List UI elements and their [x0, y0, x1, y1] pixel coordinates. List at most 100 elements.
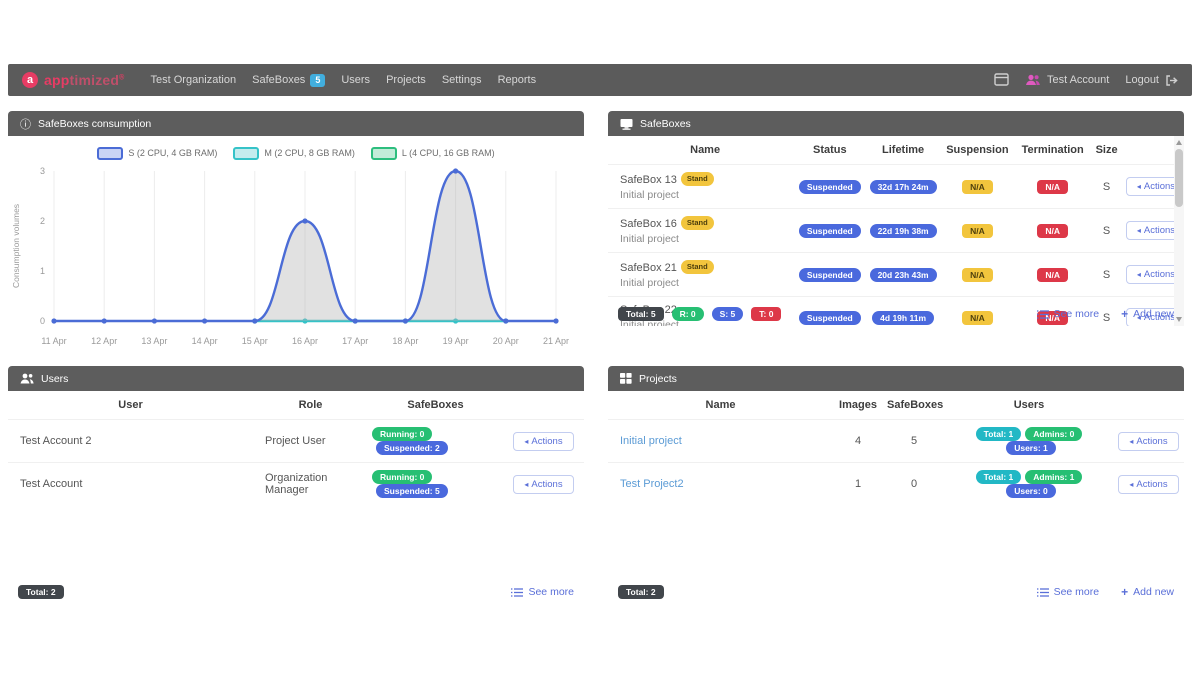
legend-item-m[interactable]: M (2 CPU, 8 GB RAM) — [233, 146, 355, 160]
badge-admins-0: Admins: 0 — [1025, 427, 1083, 441]
safebox-name: SafeBox 16 — [620, 218, 677, 230]
legend-swatch — [233, 146, 260, 160]
safebox-project: Initial project — [620, 189, 679, 201]
users-total-badges: Total: 2 — [18, 585, 64, 599]
user-name: Test Account 2 — [8, 419, 253, 463]
nav-item-projects[interactable]: Projects — [386, 74, 426, 86]
column-header-actions — [1113, 391, 1184, 420]
safeboxes-add-new-link[interactable]: + Add new — [1121, 307, 1174, 321]
nav-right: Test Account Logout — [994, 71, 1178, 89]
badge-4d-19h-11m: 4d 19h 11m — [872, 310, 935, 325]
column-header-suspension: Suspension — [946, 144, 1009, 156]
user-row: Test Account Organization Manager Runnin… — [8, 462, 584, 505]
safeboxes-consumption-panel: ⓘ SafeBoxes consumption S (2 CPU, 4 GB R… — [8, 111, 584, 348]
user-actions-button[interactable]: ◂ Actions — [513, 431, 574, 451]
account-menu[interactable]: Test Account — [1025, 74, 1109, 86]
safeboxes-count-badge: 5 — [310, 73, 326, 87]
badge-s-5: S: 5 — [711, 307, 744, 321]
project-actions-button[interactable]: ◂ Actions — [1118, 474, 1179, 494]
users-table-header-row: User Role SafeBoxes — [8, 391, 584, 420]
account-label: Test Account — [1046, 74, 1110, 86]
nav-item-users[interactable]: Users — [341, 74, 371, 86]
badge-total-2: Total: 2 — [618, 585, 664, 599]
scroll-up-arrow[interactable] — [1176, 140, 1182, 145]
projects-panel-title: Projects — [639, 372, 677, 385]
badge-suspended-2: Suspended: 2 — [376, 441, 448, 455]
top-navbar: a apptimized® Test Organization SafeBoxes… — [8, 64, 1192, 96]
projects-table: Name Images SafeBoxes Users Initial project… — [608, 391, 1184, 505]
project-safeboxes-count: 5 — [883, 419, 945, 463]
plus-icon: + — [1121, 585, 1129, 599]
safebox-tag-badge: Stand — [680, 260, 714, 274]
legend-item-l[interactable]: L (4 CPU, 16 GB RAM) — [370, 146, 495, 160]
svg-text:16 Apr: 16 Apr — [292, 336, 318, 346]
calendar-icon[interactable] — [994, 71, 1009, 89]
safeboxes-see-more-link[interactable]: See more — [1036, 308, 1100, 320]
users-panel-header: Users — [8, 366, 584, 391]
users-icon — [20, 373, 34, 385]
safebox-actions-button[interactable]: ◂ Actions — [1125, 265, 1184, 284]
badge-n-a: N/A — [1037, 223, 1068, 238]
column-header-name: Name — [690, 144, 721, 156]
scrollbar-thumb[interactable] — [1175, 149, 1183, 207]
consumption-panel-title: SafeBoxes consumption — [38, 117, 152, 130]
safebox-actions-button[interactable]: ◂ Actions — [1125, 221, 1184, 240]
nav-item-settings[interactable]: Settings — [441, 74, 482, 86]
badge-20d-23h-43m: 20d 23h 43m — [869, 267, 937, 282]
badge-total-5: Total: 5 — [618, 307, 664, 321]
safeboxes-table-viewport: Name Status Lifetime Suspension Termination S… — [608, 136, 1184, 326]
caret-left-icon: ◂ — [1136, 270, 1141, 279]
legend-swatch — [370, 146, 397, 160]
projects-panel-header: Projects — [608, 366, 1184, 391]
nav-item-reports[interactable]: Reports — [497, 74, 537, 86]
project-images-count: 1 — [833, 462, 883, 505]
project-actions-button[interactable]: ◂ Actions — [1118, 431, 1179, 451]
monitor-icon — [620, 117, 633, 130]
svg-text:3: 3 — [40, 166, 45, 176]
nav-item-test-organization[interactable]: Test Organization — [150, 74, 237, 86]
safeboxes-panel-footer: Total: 5 R: 0 S: 5 T: 0 See more + Add new — [608, 302, 1184, 326]
brand-name: apptimized® — [44, 72, 125, 88]
projects-add-new-link[interactable]: + Add new — [1121, 585, 1174, 599]
badge-total-1: Total: 1 — [975, 470, 1022, 484]
users-panel: Users User Role SafeBoxes Test Account 2 P… — [8, 366, 584, 604]
svg-text:Consumption volumes: Consumption volumes — [11, 204, 21, 288]
projects-total-badges: Total: 2 — [618, 585, 664, 599]
badge-suspended: Suspended — [798, 310, 861, 325]
badge-n-a: N/A — [962, 310, 993, 325]
scroll-down-arrow[interactable] — [1176, 317, 1182, 322]
projects-see-more-link[interactable]: See more — [1036, 586, 1100, 598]
caret-left-icon: ◂ — [1129, 479, 1134, 489]
badge-users-1: Users: 1 — [1006, 441, 1056, 455]
svg-text:14 Apr: 14 Apr — [192, 336, 218, 346]
info-icon: ⓘ — [20, 118, 31, 131]
user-role: Organization Manager — [253, 462, 368, 505]
svg-text:18 Apr: 18 Apr — [392, 336, 418, 346]
projects-panel-body: Name Images SafeBoxes Users Initial project… — [608, 391, 1184, 604]
badge-suspended: Suspended — [798, 267, 861, 282]
safebox-actions-button[interactable]: ◂ Actions — [1125, 308, 1184, 326]
svg-text:20 Apr: 20 Apr — [493, 336, 519, 346]
svg-text:15 Apr: 15 Apr — [242, 336, 268, 346]
project-name-link[interactable]: Initial project — [620, 435, 682, 447]
badge-running-0: Running: 0 — [372, 427, 433, 441]
user-actions-button[interactable]: ◂ Actions — [513, 474, 574, 494]
svg-text:12 Apr: 12 Apr — [91, 336, 117, 346]
column-header-status: Status — [813, 144, 847, 156]
project-name-link[interactable]: Test Project2 — [620, 478, 684, 490]
projects-panel: Projects Name Images SafeBoxes Users Initia… — [608, 366, 1184, 604]
badge-suspended: Suspended — [798, 179, 861, 194]
nav-item-safeboxes[interactable]: SafeBoxes 5 — [252, 73, 326, 87]
svg-text:0: 0 — [40, 316, 45, 326]
badge-r-0: R: 0 — [671, 307, 704, 321]
logout-button[interactable]: Logout — [1125, 74, 1178, 86]
caret-left-icon: ◂ — [1136, 226, 1141, 235]
legend-item-s[interactable]: S (2 CPU, 4 GB RAM) — [97, 146, 217, 160]
safebox-row: SafeBox 21 Stand Initial project Suspended… — [608, 252, 1184, 297]
users-see-more-link[interactable]: See more — [511, 586, 574, 598]
safebox-actions-button[interactable]: ◂ Actions — [1125, 177, 1184, 196]
users-panel-footer: Total: 2 See more — [8, 580, 584, 604]
caret-left-icon: ◂ — [524, 436, 529, 446]
user-row: Test Account 2 Project User Running: 0Su… — [8, 419, 584, 463]
brand-logo[interactable]: a apptimized® — [22, 72, 125, 88]
